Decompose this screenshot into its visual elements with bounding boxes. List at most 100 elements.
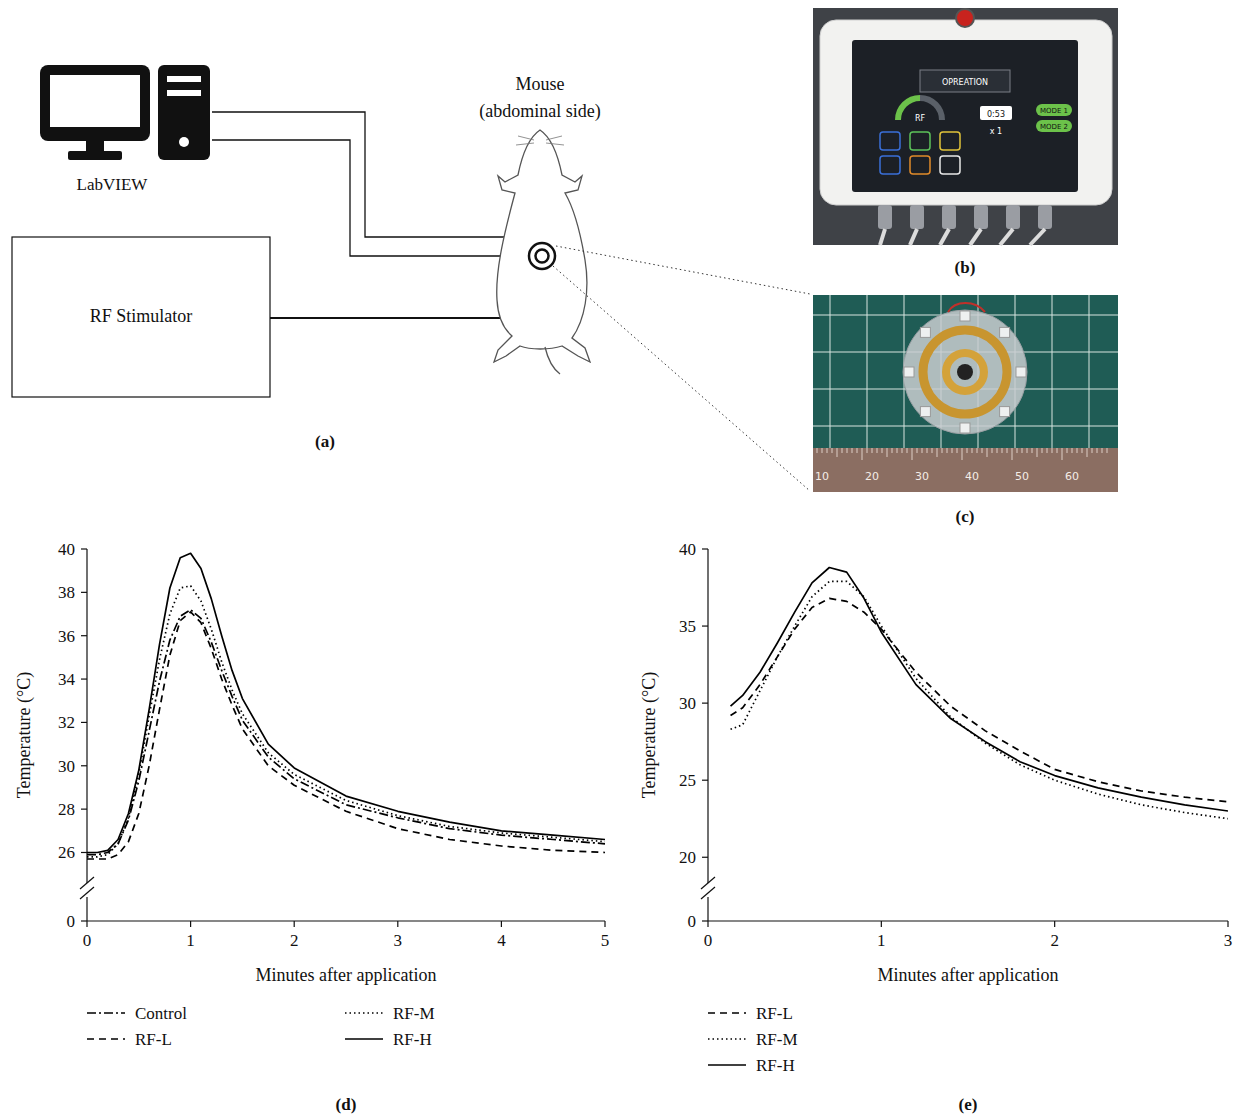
panel-letter: (b) [955, 258, 976, 277]
y-tick [81, 548, 87, 549]
ruler-tick [907, 448, 908, 453]
x-tick-label: 3 [394, 931, 403, 950]
electrode [529, 243, 555, 269]
x-tick-label: 2 [290, 931, 299, 950]
ruler-tick [902, 448, 903, 453]
electrode-tab [920, 327, 930, 337]
plot-area [87, 553, 605, 859]
y-tick-label: 38 [58, 583, 75, 602]
panel-letter: (d) [336, 1095, 357, 1114]
y-tick-label: 30 [58, 757, 75, 776]
mode-pill [1036, 120, 1072, 132]
cable [1000, 229, 1013, 245]
legend-swatch [708, 1064, 746, 1066]
x-tick [397, 921, 398, 927]
ruler-tick [967, 448, 968, 453]
x-tick-label: 4 [497, 931, 506, 950]
ruler-tick [942, 448, 943, 453]
electrode-tab [960, 311, 970, 321]
ruler-number: 40 [965, 470, 979, 483]
chart: 02628303234363840012345Minutes after app… [14, 540, 609, 1114]
ruler-tick [957, 448, 958, 453]
ruler-tick [877, 448, 878, 453]
electrode-base [903, 310, 1027, 434]
series-line [731, 598, 1228, 801]
axis-break [701, 887, 715, 899]
device-housing [820, 20, 1112, 205]
monitor-base [68, 151, 122, 160]
ruler-tick [937, 448, 938, 457]
ruler-tick [917, 448, 918, 453]
mouse-body [494, 130, 590, 362]
y-tick-label: 25 [679, 771, 696, 790]
y-axis [707, 897, 708, 921]
x-tick-label: 0 [704, 931, 713, 950]
ruler-tick [1062, 448, 1063, 460]
time-box [980, 106, 1012, 120]
ruler-tick [1082, 448, 1083, 453]
x-tick [1054, 921, 1055, 927]
tower [158, 65, 210, 160]
center-pin [957, 364, 973, 380]
y-tick [702, 548, 708, 549]
ruler-number: 20 [865, 470, 879, 483]
zoom-line [556, 246, 810, 294]
legend-label: RF-L [135, 1030, 172, 1049]
stimulator-label: RF Stimulator [90, 306, 193, 326]
ruler-tick [847, 448, 848, 453]
y-axis [86, 897, 87, 921]
x-tick-label: 3 [1224, 931, 1233, 950]
ruler-tick [1052, 448, 1053, 453]
ruler-tick [1007, 448, 1008, 453]
x-axis [708, 920, 1228, 921]
x-axis-title: Minutes after application [256, 965, 437, 985]
screen-text: MODE 1 [1040, 107, 1068, 115]
y-tick-label: 35 [679, 617, 696, 636]
legend-label: Control [135, 1004, 187, 1023]
electrode-inner [536, 250, 549, 263]
mouse-label: (abdominal side) [479, 101, 600, 122]
ruler-tick [1017, 448, 1018, 453]
ruler-tick [1102, 448, 1103, 453]
connector [974, 205, 988, 229]
monitor-screen [50, 75, 140, 127]
y-axis-title: Temperature (°C) [14, 672, 35, 798]
wire [212, 140, 528, 256]
x-axis [87, 920, 605, 921]
channel-icon [940, 132, 960, 150]
ruler-tick [817, 448, 818, 453]
electrode-tab [960, 423, 970, 433]
series-line [87, 586, 605, 857]
ruler-tick [1087, 448, 1088, 457]
ruler-tick [1032, 448, 1033, 453]
ruler-tick [862, 448, 863, 460]
mat-grid [1089, 295, 1090, 448]
legend-label: RF-H [393, 1030, 432, 1049]
ruler-tick [1012, 448, 1013, 460]
ruler-tick [1077, 448, 1078, 453]
ruler-tick [1022, 448, 1023, 453]
x-tick [881, 921, 882, 927]
y-axis [707, 549, 708, 883]
legend-swatch [87, 1012, 125, 1014]
ruler-tick [987, 448, 988, 457]
y-tick [702, 625, 708, 626]
ruler-tick [977, 448, 978, 453]
stop-button [956, 9, 974, 27]
x-tick-label: 2 [1050, 931, 1059, 950]
ruler-tick [947, 448, 948, 453]
ruler-tick [837, 448, 838, 457]
legend-label: RF-L [756, 1004, 793, 1023]
ruler-tick [1107, 448, 1108, 453]
ruler-number: 60 [1065, 470, 1079, 483]
ruler-number: 10 [815, 470, 829, 483]
connector [1006, 205, 1020, 229]
tower-slot [167, 76, 201, 82]
cable [880, 229, 885, 245]
ruler-tick [832, 448, 833, 453]
ruler-tick [857, 448, 858, 453]
ruler-number: 50 [1015, 470, 1029, 483]
channel-icon [910, 132, 930, 150]
screen-title-box [920, 70, 1010, 92]
x-tick [1227, 921, 1228, 927]
